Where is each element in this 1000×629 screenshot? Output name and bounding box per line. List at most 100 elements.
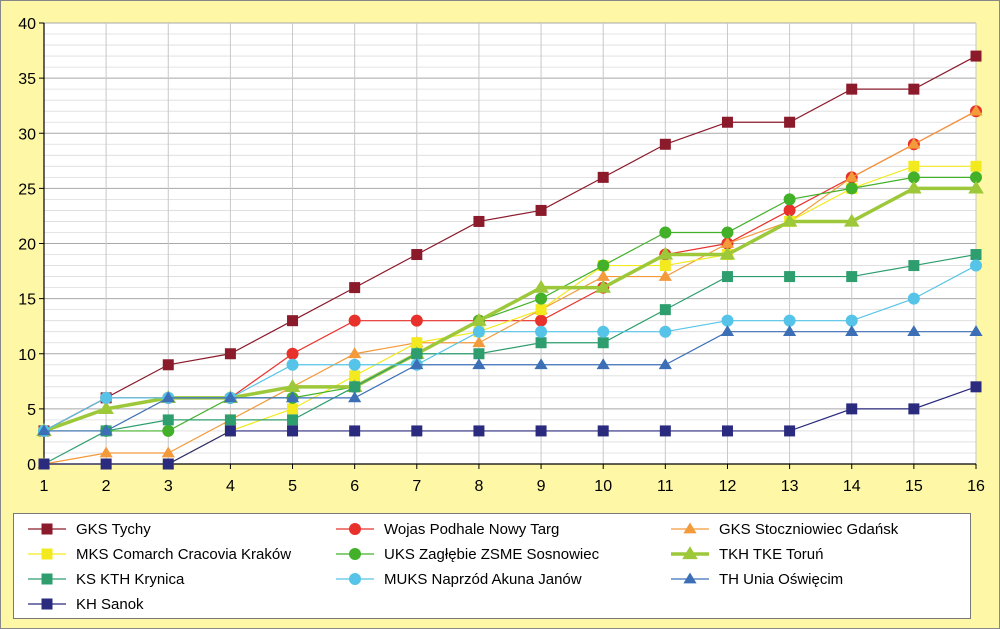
data-point	[349, 381, 361, 393]
y-tick-label: 20	[18, 237, 36, 254]
data-point	[659, 304, 671, 316]
legend-marker	[683, 572, 697, 584]
legend-marker	[349, 573, 361, 585]
data-point	[970, 50, 982, 62]
data-point	[843, 213, 860, 227]
data-point	[287, 403, 299, 415]
data-point	[846, 403, 858, 415]
legend-symbol	[336, 523, 374, 535]
data-point	[784, 425, 796, 437]
data-point	[472, 358, 486, 370]
data-point	[100, 458, 112, 470]
data-point	[597, 337, 609, 349]
data-point	[659, 260, 671, 272]
data-point	[906, 180, 922, 194]
legend-label: Wojas Podhale Nowy Targ	[384, 520, 560, 538]
legend-label: GKS Tychy	[76, 520, 151, 538]
y-tick-label: 5	[27, 402, 36, 419]
data-point	[659, 226, 672, 239]
data-point	[907, 171, 920, 184]
data-point	[224, 348, 236, 360]
data-point	[348, 314, 361, 327]
data-point	[970, 259, 982, 272]
data-point	[721, 226, 734, 239]
data-point	[473, 348, 485, 360]
data-point	[534, 358, 548, 370]
data-point	[99, 446, 113, 458]
data-point	[595, 279, 611, 293]
data-point	[845, 314, 858, 327]
legend-label: MUKS Naprzód Akuna Janów	[384, 570, 582, 588]
legend-label: KH Sanok	[76, 595, 144, 613]
data-point	[161, 391, 175, 403]
legend-marker	[683, 522, 697, 534]
legend-marker	[349, 523, 361, 535]
data-point	[535, 325, 548, 338]
data-point	[721, 314, 734, 327]
data-point	[719, 246, 736, 260]
data-point	[224, 425, 236, 437]
data-point	[224, 414, 236, 426]
data-point	[98, 401, 114, 415]
data-point	[410, 314, 423, 327]
legend-item: UKS Zagłębie ZSME Sosnowiec	[334, 543, 599, 565]
data-point	[597, 425, 609, 437]
data-point	[349, 370, 361, 382]
x-tick-label: 13	[781, 478, 799, 495]
data-point	[99, 424, 113, 436]
data-point	[349, 425, 361, 437]
x-tick-label: 14	[843, 478, 861, 495]
data-point	[535, 425, 547, 437]
data-point	[721, 271, 733, 283]
legend-marker	[349, 548, 361, 560]
data-point	[162, 424, 175, 437]
x-tick-label: 6	[350, 478, 359, 495]
data-point	[472, 336, 486, 348]
data-point	[908, 83, 920, 95]
x-tick-label: 8	[474, 478, 483, 495]
data-point	[846, 83, 858, 95]
series-line-3	[43, 110, 977, 465]
data-point	[659, 425, 671, 437]
legend-label: TH Unia Oświęcim	[719, 570, 844, 588]
series-line-10	[44, 386, 977, 465]
data-point	[286, 347, 299, 360]
data-point	[970, 249, 982, 261]
legend-marker	[41, 573, 53, 585]
data-point	[223, 391, 237, 403]
data-point	[969, 325, 983, 337]
legend-symbol	[28, 523, 66, 535]
data-point	[535, 314, 548, 327]
legend-item: Wojas Podhale Nowy Targ	[334, 518, 559, 540]
data-point	[845, 182, 858, 195]
x-tick-label: 12	[719, 478, 737, 495]
legend-item: KS KTH Krynica	[26, 568, 184, 590]
data-point	[535, 292, 548, 305]
data-point	[968, 180, 984, 194]
data-point	[969, 104, 983, 116]
data-point	[410, 358, 424, 370]
data-point	[783, 204, 796, 217]
data-point	[658, 270, 672, 281]
data-point	[970, 160, 982, 172]
data-point	[721, 116, 733, 128]
data-point	[472, 325, 485, 338]
data-point	[597, 259, 610, 272]
data-point	[287, 414, 299, 426]
data-point	[535, 304, 547, 316]
x-tick-label: 9	[537, 478, 546, 495]
legend-symbol	[28, 573, 66, 585]
series-line-5	[44, 176, 976, 432]
data-point	[162, 414, 174, 426]
data-point	[597, 325, 610, 338]
legend-label: TKH TKE Toruń	[719, 545, 824, 563]
legend-symbol	[28, 598, 66, 610]
data-point	[38, 458, 50, 470]
y-tick-label: 0	[27, 457, 36, 474]
data-point	[720, 236, 735, 248]
data-point	[287, 315, 299, 327]
data-point	[845, 170, 859, 182]
data-point	[596, 358, 610, 370]
data-point	[597, 171, 609, 183]
series-line-7	[43, 253, 977, 465]
